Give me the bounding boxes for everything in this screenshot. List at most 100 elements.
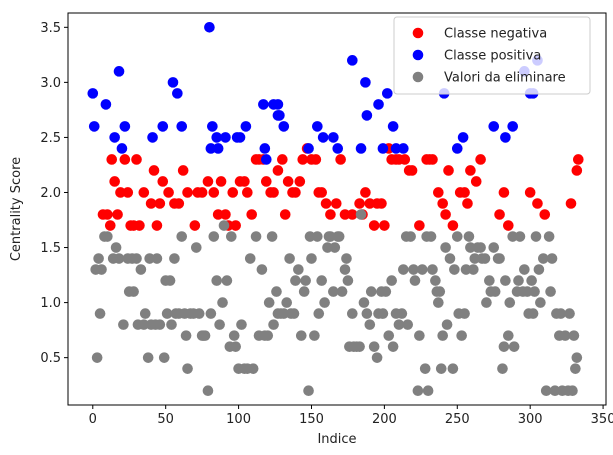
data-point-s2-184 bbox=[526, 275, 537, 286]
data-point-s2-85 bbox=[304, 231, 316, 242]
data-point-s2-98 bbox=[333, 231, 345, 242]
data-point-s0-93 bbox=[475, 154, 486, 165]
data-point-s2-190 bbox=[538, 253, 549, 264]
data-point-s2-52 bbox=[221, 275, 233, 286]
data-point-s0-47 bbox=[279, 209, 291, 220]
data-point-s0-84 bbox=[437, 198, 449, 209]
data-point-s2-125 bbox=[398, 264, 409, 275]
data-point-s2-191 bbox=[540, 385, 552, 396]
data-point-s2-30 bbox=[166, 319, 177, 330]
data-point-s2-54 bbox=[226, 231, 237, 242]
data-point-s2-160 bbox=[475, 242, 486, 253]
data-point-s1-2 bbox=[100, 99, 112, 110]
data-point-s1-22 bbox=[259, 143, 271, 154]
data-point-s2-28 bbox=[161, 308, 173, 319]
data-point-s2-101 bbox=[341, 253, 352, 264]
data-point-s0-29 bbox=[212, 209, 224, 220]
data-point-s1-4 bbox=[113, 66, 125, 77]
data-point-s1-36 bbox=[360, 77, 371, 88]
data-points bbox=[87, 22, 584, 396]
data-point-s2-10 bbox=[118, 319, 129, 330]
data-point-s1-26 bbox=[272, 99, 284, 110]
data-point-s2-195 bbox=[549, 385, 561, 396]
data-point-s2-94 bbox=[325, 231, 336, 242]
data-point-s2-89 bbox=[313, 308, 325, 319]
data-point-s0-86 bbox=[443, 165, 454, 176]
x-tick-label: 100 bbox=[226, 412, 251, 427]
data-point-s2-71 bbox=[271, 286, 282, 297]
data-point-s2-119 bbox=[383, 330, 395, 341]
data-point-s1-17 bbox=[220, 132, 231, 143]
data-point-s0-15 bbox=[148, 165, 160, 176]
data-point-s1-27 bbox=[274, 110, 285, 121]
data-point-s2-84 bbox=[303, 385, 314, 396]
data-point-s1-8 bbox=[157, 121, 169, 132]
data-point-s1-5 bbox=[116, 143, 128, 154]
data-point-s2-132 bbox=[414, 330, 425, 341]
data-point-s1-16 bbox=[212, 143, 224, 154]
data-point-s2-113 bbox=[368, 341, 380, 352]
data-point-s2-88 bbox=[312, 231, 323, 242]
data-point-s2-202 bbox=[564, 308, 575, 319]
data-point-s0-100 bbox=[565, 198, 577, 209]
data-point-s2-17 bbox=[135, 264, 147, 275]
data-point-s0-1 bbox=[102, 209, 113, 220]
data-point-s0-61 bbox=[335, 154, 346, 165]
data-point-s2-144 bbox=[437, 330, 449, 341]
data-point-s0-12 bbox=[134, 220, 145, 231]
data-point-s0-44 bbox=[268, 187, 279, 198]
data-point-s2-63 bbox=[250, 231, 262, 242]
data-point-s2-91 bbox=[319, 297, 330, 308]
data-point-s0-19 bbox=[163, 187, 174, 198]
data-point-s2-51 bbox=[218, 220, 230, 231]
data-point-s0-90 bbox=[462, 198, 473, 209]
data-point-s2-181 bbox=[519, 264, 530, 275]
y-tick-label: 0.5 bbox=[40, 351, 61, 366]
data-point-s2-109 bbox=[358, 297, 370, 308]
legend-label: Valori da eliminare bbox=[444, 71, 566, 86]
data-point-s2-21 bbox=[144, 253, 155, 264]
data-point-s2-61 bbox=[244, 253, 256, 264]
data-point-s2-154 bbox=[460, 264, 472, 275]
data-point-s2-198 bbox=[555, 308, 567, 319]
data-point-s1-7 bbox=[147, 132, 158, 143]
data-point-s0-6 bbox=[115, 187, 126, 198]
data-point-s2-111 bbox=[364, 319, 376, 330]
data-point-s0-59 bbox=[325, 209, 336, 220]
data-point-s2-118 bbox=[380, 286, 392, 297]
data-point-s2-80 bbox=[293, 264, 304, 275]
data-point-s2-1 bbox=[91, 352, 103, 363]
data-point-s1-14 bbox=[207, 121, 218, 132]
data-point-s0-58 bbox=[320, 198, 332, 209]
data-point-s2-40 bbox=[191, 242, 202, 253]
data-point-s2-49 bbox=[214, 319, 225, 330]
data-point-s0-7 bbox=[119, 154, 131, 165]
data-point-s2-78 bbox=[288, 308, 300, 319]
data-point-s0-91 bbox=[465, 165, 476, 176]
data-point-s0-33 bbox=[227, 187, 239, 198]
data-point-s2-141 bbox=[433, 297, 444, 308]
data-point-s2-194 bbox=[546, 253, 558, 264]
data-point-s1-3 bbox=[109, 132, 120, 143]
data-point-s2-50 bbox=[217, 297, 228, 308]
data-point-s0-24 bbox=[189, 220, 201, 231]
y-tick-label: 3.0 bbox=[40, 76, 61, 91]
data-point-s0-66 bbox=[360, 187, 371, 198]
data-point-s2-185 bbox=[527, 308, 539, 319]
data-point-s0-63 bbox=[347, 209, 358, 220]
y-axis: 0.5 1.0 1.5 2.0 2.5 3.0 3.5 bbox=[40, 21, 68, 366]
data-point-s2-162 bbox=[479, 253, 491, 264]
data-point-s2-200 bbox=[559, 330, 571, 341]
data-point-s2-178 bbox=[513, 275, 524, 286]
data-point-s2-146 bbox=[441, 319, 453, 330]
data-point-s2-145 bbox=[440, 242, 451, 253]
data-point-s2-24 bbox=[151, 253, 163, 264]
data-point-s2-76 bbox=[284, 253, 295, 264]
data-point-s2-34 bbox=[176, 231, 188, 242]
data-point-s1-46 bbox=[457, 132, 469, 143]
x-tick-label: 350 bbox=[591, 412, 613, 427]
data-point-s2-9 bbox=[113, 253, 125, 264]
data-point-s0-38 bbox=[246, 209, 258, 220]
data-point-s1-34 bbox=[347, 55, 358, 66]
